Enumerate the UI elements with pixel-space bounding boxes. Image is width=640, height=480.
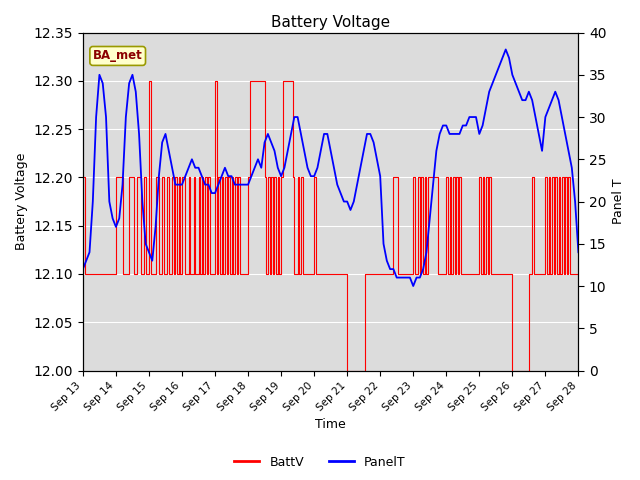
Legend: BattV, PanelT: BattV, PanelT	[229, 451, 411, 474]
Text: BA_met: BA_met	[93, 49, 143, 62]
Title: Battery Voltage: Battery Voltage	[271, 15, 390, 30]
Y-axis label: Panel T: Panel T	[612, 179, 625, 224]
Y-axis label: Battery Voltage: Battery Voltage	[15, 153, 28, 250]
X-axis label: Time: Time	[316, 419, 346, 432]
